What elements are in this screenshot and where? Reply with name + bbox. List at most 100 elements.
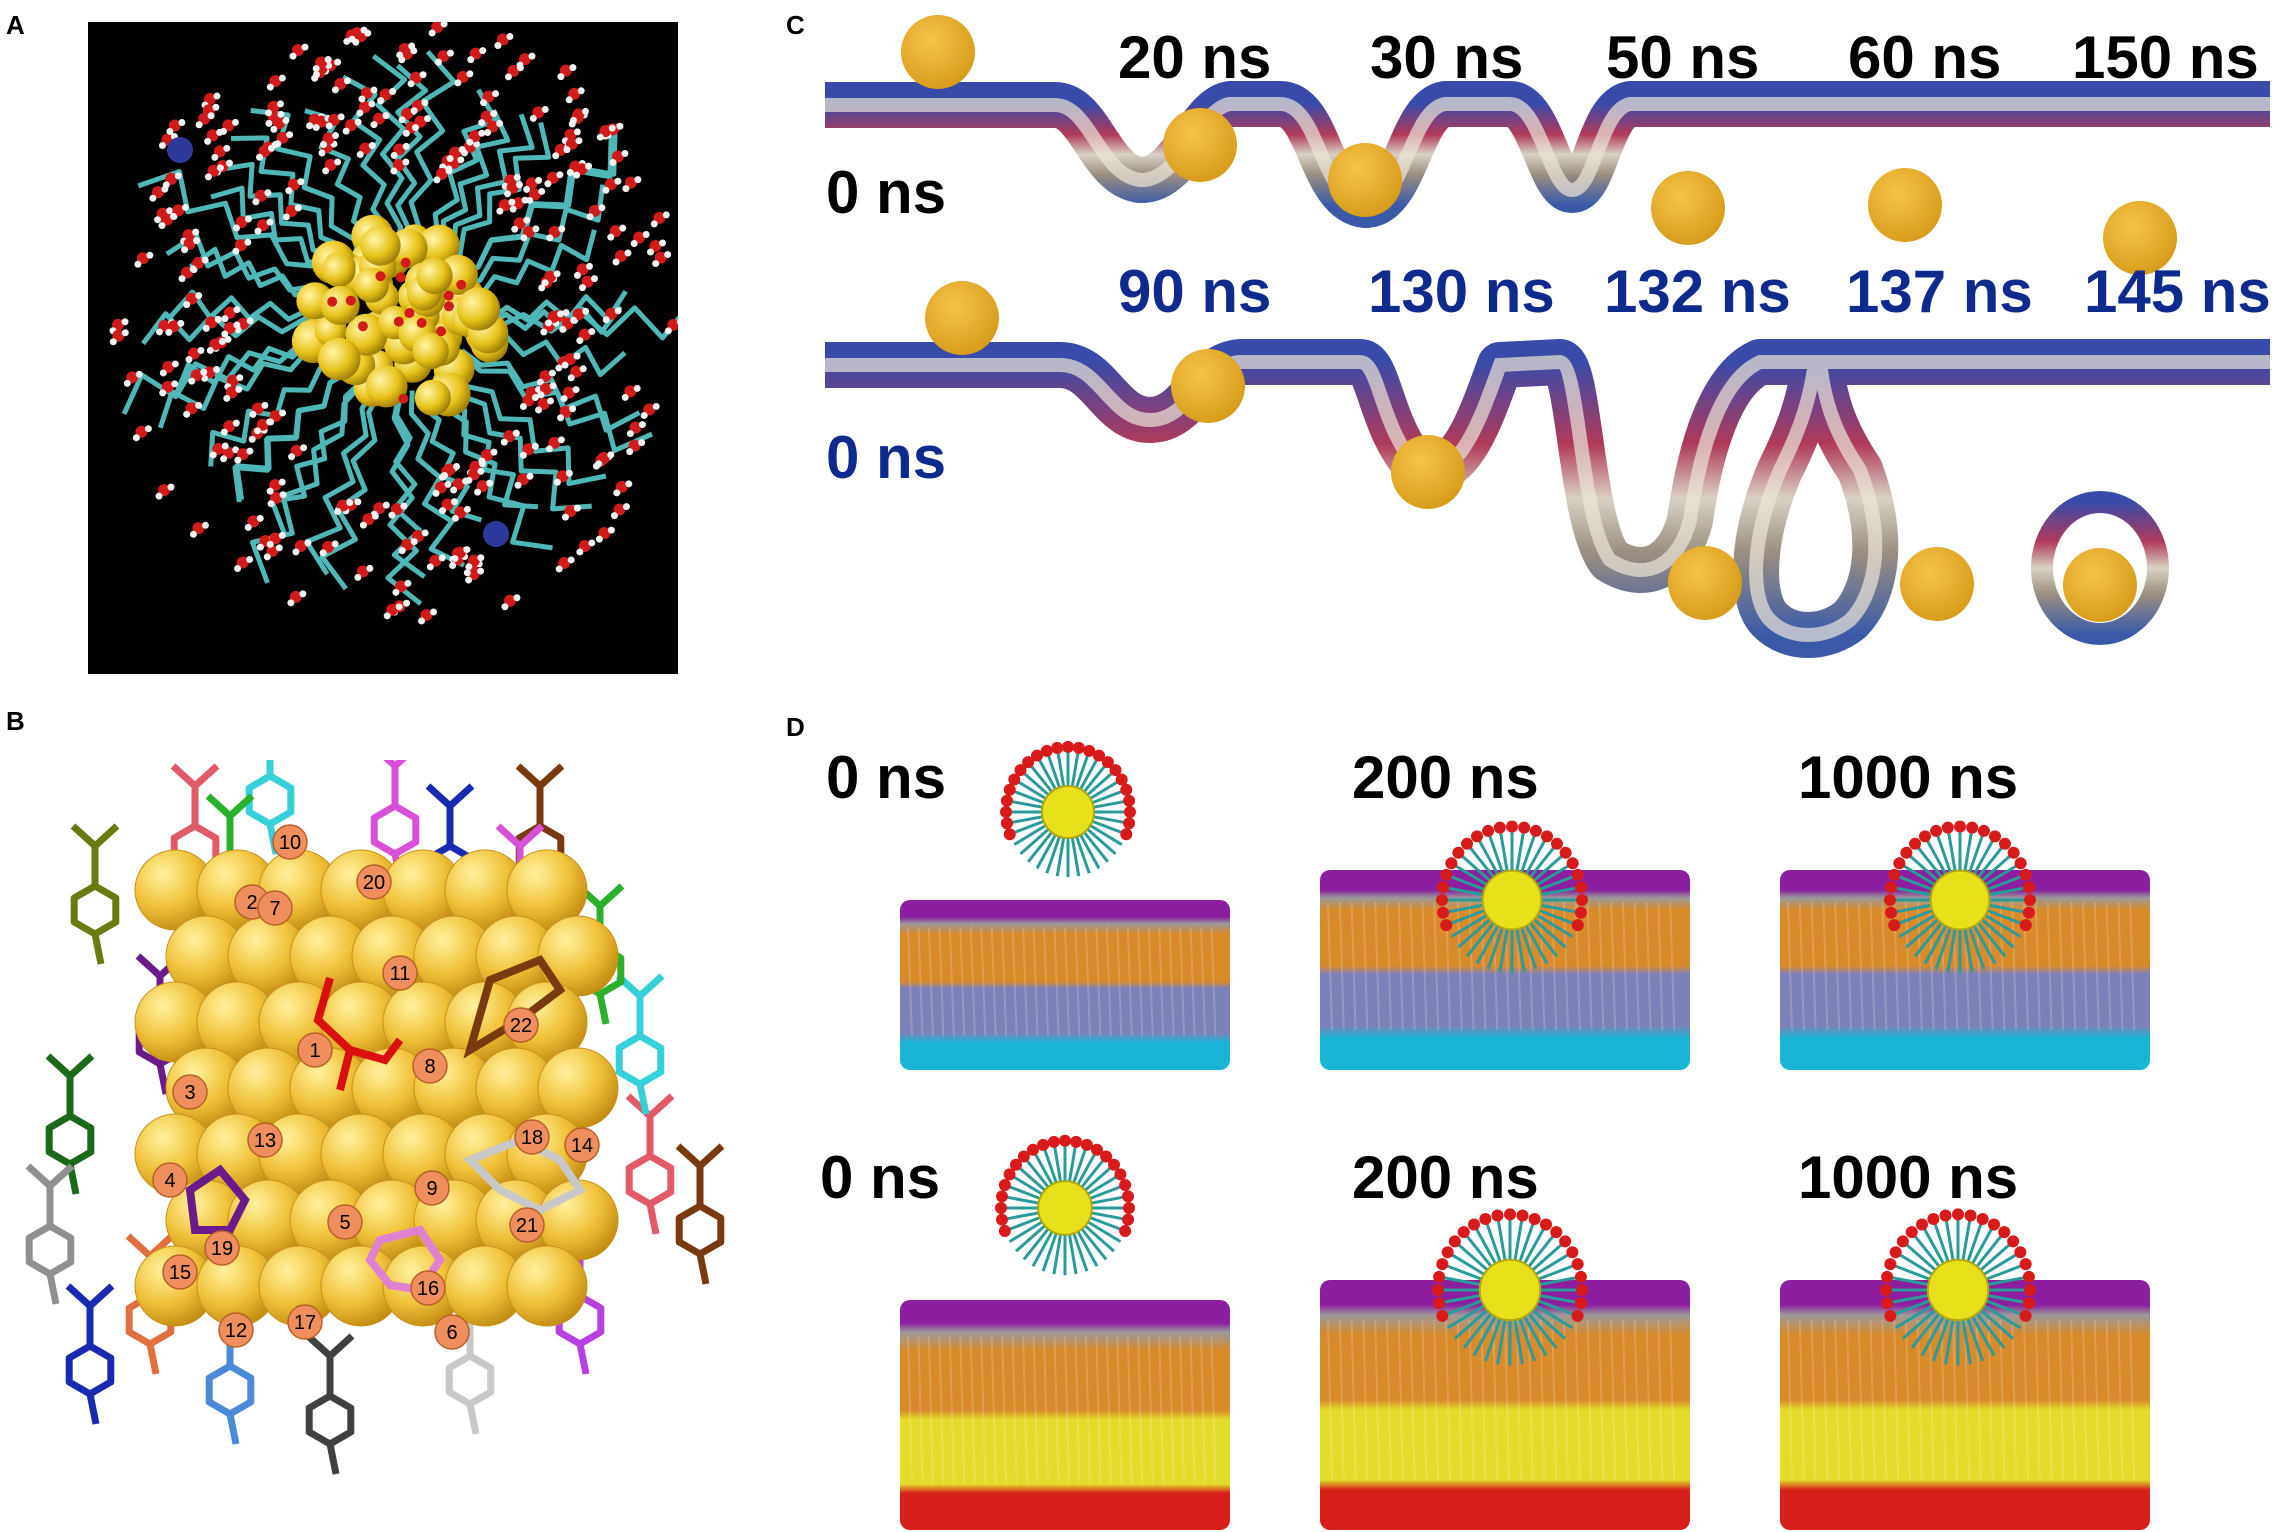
water-hydrogen	[325, 122, 333, 130]
sulfur-atom	[204, 1230, 240, 1266]
water-hydrogen	[650, 220, 658, 228]
lipid-tail	[980, 1336, 987, 1485]
ligand-headgroup	[1479, 1212, 1492, 1225]
water-hydrogen	[312, 124, 320, 132]
water-oxygen	[548, 225, 561, 238]
water-hydrogen	[255, 153, 263, 161]
sulfur-atom	[172, 1074, 208, 1110]
water-oxygen	[563, 386, 576, 399]
water-hydrogen	[282, 213, 290, 221]
nanoparticle-core	[1037, 1180, 1093, 1236]
lipid-tail	[1610, 901, 1617, 1031]
water-hydrogen	[368, 100, 376, 108]
water-oxygen	[512, 197, 525, 210]
water-hydrogen	[134, 260, 142, 268]
water-hydrogen	[189, 265, 197, 273]
water-hydrogen	[596, 133, 604, 141]
water-oxygen	[373, 112, 386, 125]
water-hydrogen	[573, 171, 581, 179]
water-hydrogen	[410, 107, 418, 115]
ligand-headgroup	[1528, 1212, 1541, 1225]
ligand-bond	[425, 783, 453, 809]
ligand-headgroup	[1108, 1158, 1121, 1171]
water-hydrogen	[538, 187, 546, 195]
ligand-headgroup	[1114, 1168, 1127, 1181]
lipid-tail	[1043, 1336, 1050, 1485]
lipid-tail	[1397, 1319, 1404, 1481]
water-hydrogen	[297, 178, 305, 186]
d-row1-time-3: 1000 ns	[1798, 744, 2019, 811]
ligand-headgroup	[1008, 773, 1021, 786]
water-hydrogen	[575, 137, 583, 145]
panel-a-label: A	[6, 10, 25, 40]
water-hydrogen	[354, 118, 362, 126]
lipid-tail	[980, 927, 987, 1037]
ligand-headgroup	[1927, 1212, 1940, 1225]
ligand-headgroup	[1471, 830, 1483, 843]
ligand-headgroup	[1003, 828, 1016, 841]
water-hydrogen	[418, 617, 426, 625]
water-hydrogen	[496, 207, 504, 215]
water-hydrogen	[582, 307, 590, 315]
water-hydrogen	[486, 479, 494, 487]
ligand-front	[185, 1164, 250, 1234]
ligand-headgroup	[998, 1179, 1011, 1192]
ligand-headgroup	[1884, 1258, 1897, 1271]
water-hydrogen	[557, 310, 565, 318]
water-oxygen	[182, 229, 195, 242]
ligand-headgroup	[1122, 1190, 1135, 1203]
ligand-headgroup	[1059, 1134, 1071, 1147]
ligand-bond	[70, 823, 98, 849]
lipid-tail	[1032, 1336, 1039, 1485]
water-oxygen	[467, 554, 480, 567]
c-row1-time-2: 30 ns	[1370, 24, 1524, 91]
water-hydrogen	[382, 112, 390, 120]
water-oxygen	[269, 410, 282, 423]
water-oxygen	[226, 374, 239, 387]
water-hydrogen	[319, 549, 327, 557]
atom-number: 12	[225, 1320, 247, 1342]
water-oxygen	[257, 219, 270, 232]
water-oxygen	[394, 580, 407, 593]
lipid-tail	[1084, 927, 1091, 1037]
water-hydrogen	[494, 42, 502, 50]
water-hydrogen	[513, 594, 521, 602]
water-hydrogen	[410, 538, 418, 546]
ligand-chain	[385, 391, 423, 606]
water-oxygen	[435, 167, 448, 180]
water-oxygen	[506, 181, 519, 194]
water-hydrogen	[545, 319, 553, 327]
lipid-tail	[1822, 901, 1829, 1031]
water-oxygen	[443, 463, 456, 476]
water-hydrogen	[451, 514, 459, 522]
water-oxygen	[503, 594, 516, 607]
lipid-tail	[1468, 1319, 1475, 1481]
water-oxygen	[222, 446, 235, 459]
ligand-headgroup	[2022, 1270, 2035, 1283]
water-hydrogen	[504, 73, 512, 81]
water-oxygen	[161, 380, 174, 393]
lipid-tail	[1374, 1319, 1381, 1481]
water-oxygen	[441, 498, 454, 511]
nanoparticle-solvated-render	[109, 22, 678, 625]
water-oxygen	[548, 436, 561, 449]
lipid-tail	[1787, 1319, 1793, 1481]
water-hydrogen	[506, 33, 514, 41]
ligand-bond	[597, 883, 625, 909]
oxygen-atom	[444, 301, 455, 312]
water-hydrogen	[514, 481, 522, 489]
lipid-tail	[1147, 1336, 1154, 1485]
lipid-tail	[1386, 1319, 1392, 1481]
lipid-tail	[1822, 1319, 1829, 1481]
water-hydrogen	[166, 127, 174, 135]
ligand-headgroup	[1009, 1158, 1022, 1171]
water-hydrogen	[572, 386, 580, 394]
water-oxygen	[480, 449, 493, 462]
sodium-ion	[483, 521, 509, 547]
water-oxygen	[480, 110, 493, 123]
water-hydrogen	[234, 564, 242, 572]
ligand-headgroup	[1559, 846, 1572, 859]
water-oxygen	[564, 353, 577, 366]
ligand-headgroup	[1541, 830, 1553, 843]
water-hydrogen	[569, 116, 577, 124]
